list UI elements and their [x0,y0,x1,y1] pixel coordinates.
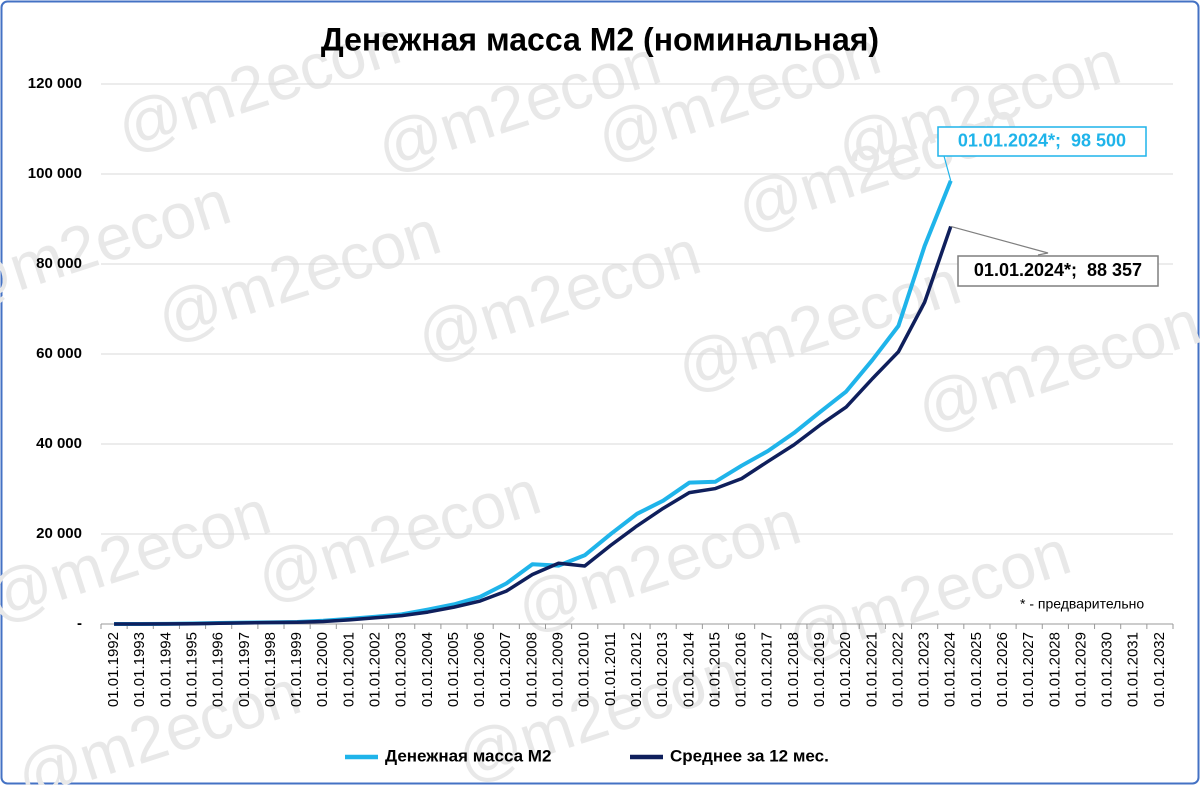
x-tick-label: 01.01.2016 [733,632,750,707]
x-tick-label: 01.01.2026 [994,632,1011,707]
x-tick-label: 01.01.1999 [288,632,305,707]
x-tick-label: 01.01.2024 [942,632,959,707]
x-tick-label: 01.01.1993 [131,632,148,707]
x-tick-label: 01.01.2020 [837,632,854,707]
y-tick-label: 40 000 [36,435,82,452]
x-tick-label: 01.01.1995 [183,632,200,707]
x-tick-label: 01.01.2004 [419,632,436,707]
x-tick-label: 01.01.2031 [1125,632,1142,707]
x-tick-label: 01.01.2010 [576,632,593,707]
x-tick-label: 01.01.1994 [157,632,174,707]
series-line [114,225,953,626]
annotation-leader [943,155,952,181]
x-tick-label: 01.01.2030 [1099,632,1116,707]
y-tick-label: 100 000 [28,165,82,182]
y-tick-label: 20 000 [36,525,82,542]
x-tick-label: 01.01.2017 [759,632,776,707]
y-tick-label: - [77,615,82,632]
annotation-leader [950,225,1049,256]
x-tick-label: 01.01.2028 [1046,632,1063,707]
legend-label: Среднее за 12 мес. [670,746,829,765]
y-tick-label: 80 000 [36,255,82,272]
data-label: 01.01.2024*; 88 357 [974,260,1142,280]
x-tick-label: 01.01.2032 [1151,632,1168,707]
x-tick-label: 01.01.2003 [393,632,410,707]
x-tick-label: 01.01.2000 [314,632,331,707]
x-tick-label: 01.01.2001 [340,632,357,707]
x-tick-label: 01.01.2012 [628,632,645,707]
chart-title: Денежная масса М2 (номинальная) [321,21,879,57]
x-tick-label: 01.01.2008 [523,632,540,707]
x-tick-label: 01.01.2009 [550,632,567,707]
x-tick-label: 01.01.2029 [1072,632,1089,707]
x-tick-label: 01.01.2011 [602,632,619,706]
x-tick-label: 01.01.2013 [654,632,671,707]
x-tick-label: 01.01.2006 [471,632,488,707]
x-tick-label: 01.01.2007 [497,632,514,707]
annotation-box [937,126,1147,157]
x-tick-label: 01.01.2018 [785,632,802,707]
x-tick-label: 01.01.2014 [680,632,697,707]
annotation-box [957,255,1159,287]
x-tick-label: 01.01.1992 [105,632,122,707]
data-label: 01.01.2024*; 98 500 [958,130,1126,150]
x-tick-label: 01.01.2002 [367,632,384,707]
footnote: * - предварительно [1020,596,1144,612]
x-tick-label: 01.01.2027 [1020,632,1037,707]
x-tick-label: 01.01.1997 [236,632,253,707]
x-tick-label: 01.01.2025 [968,632,985,707]
y-tick-label: 60 000 [36,345,82,362]
legend-label: Денежная масса М2 [385,746,551,765]
x-tick-label: 01.01.1998 [262,632,279,707]
x-tick-label: 01.01.2023 [916,632,933,707]
x-tick-label: 01.01.2021 [863,632,880,707]
x-tick-label: 01.01.1996 [210,632,227,707]
x-tick-label: 01.01.2015 [706,632,723,707]
x-tick-label: 01.01.2022 [889,632,906,707]
x-tick-label: 01.01.2005 [445,632,462,707]
y-tick-label: 120 000 [28,75,82,92]
x-tick-label: 01.01.2019 [811,632,828,707]
